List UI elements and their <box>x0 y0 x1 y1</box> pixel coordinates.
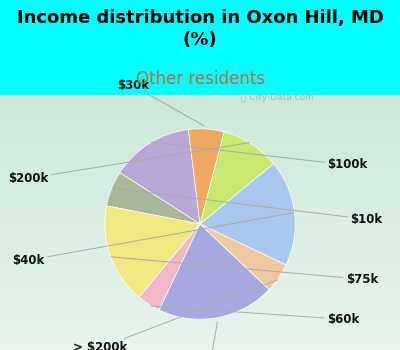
Wedge shape <box>106 173 200 224</box>
Wedge shape <box>200 163 295 265</box>
Text: Other residents: Other residents <box>136 70 264 88</box>
Text: ⓘ City-Data.com: ⓘ City-Data.com <box>241 93 314 102</box>
Wedge shape <box>159 224 269 319</box>
Text: $75k: $75k <box>111 257 378 286</box>
Text: $30k: $30k <box>117 79 204 126</box>
Wedge shape <box>120 130 200 224</box>
Text: $10k: $10k <box>112 188 383 226</box>
Text: Income distribution in Oxon Hill, MD
(%): Income distribution in Oxon Hill, MD (%) <box>16 9 384 49</box>
Text: $200k: $200k <box>8 143 250 185</box>
Wedge shape <box>105 206 200 297</box>
Wedge shape <box>200 224 286 289</box>
Wedge shape <box>139 224 200 310</box>
Text: $100k: $100k <box>151 142 368 172</box>
Text: $40k: $40k <box>12 213 294 267</box>
Text: > $200k: > $200k <box>73 280 278 350</box>
Wedge shape <box>188 129 224 224</box>
Wedge shape <box>200 132 274 224</box>
Text: $150k: $150k <box>189 322 230 350</box>
Text: $60k: $60k <box>150 306 359 326</box>
